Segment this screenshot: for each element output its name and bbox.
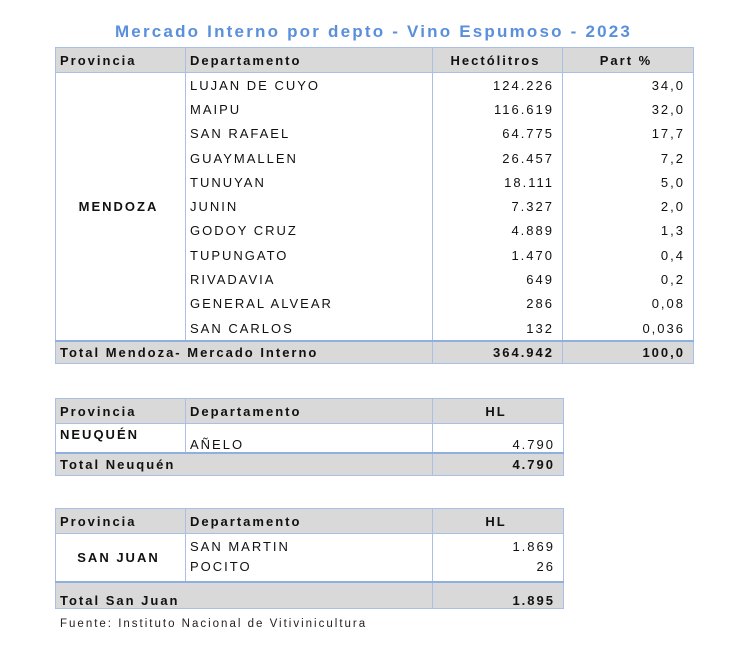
table-row: MAIPU 116.619 32,0: [56, 97, 694, 122]
col-header-hectolitros: Hectólitros: [432, 47, 563, 73]
hl-value: 1.869: [512, 539, 555, 555]
departamento: JUNIN: [185, 194, 433, 219]
departamento: SAN CARLOS: [185, 315, 433, 342]
part-value: 2,0: [562, 194, 694, 219]
col-header-provincia: Provincia: [55, 508, 186, 534]
departamento: GENERAL ALVEAR: [185, 291, 433, 316]
part-value: 0,036: [562, 315, 694, 342]
header-row: Provincia Departamento Hectólitros Part …: [55, 47, 694, 73]
part-value: 7,2: [562, 145, 694, 171]
page-title: Mercado Interno por depto - Vino Espumos…: [114, 22, 633, 41]
mendoza-table: Provincia Departamento Hectólitros Part …: [55, 47, 694, 365]
part-value: 0,08: [562, 291, 694, 316]
province-name: MENDOZA: [55, 72, 186, 342]
hl-value: 26.457: [432, 145, 563, 171]
table-row: SAN RAFAEL 64.775 17,7: [56, 121, 694, 146]
part-value: 0,2: [562, 267, 694, 292]
neuquen-table: Provincia Departamento HL NEUQUÉN AÑELO …: [55, 398, 564, 476]
hl-value: 64.775: [432, 121, 563, 146]
total-label: Total San Juan: [55, 580, 433, 609]
hl-value: 124.226: [432, 72, 563, 98]
total-row: Total Mendoza- Mercado Interno 364.942 1…: [55, 340, 694, 365]
table-row: MENDOZA LUJAN DE CUYO 124.226 34,0: [55, 72, 694, 342]
departamento: POCITO: [190, 559, 252, 575]
hl-value: 4.790: [432, 423, 564, 453]
part-value: 32,0: [562, 97, 694, 122]
part-value: 17,7: [562, 121, 694, 146]
table-row: SAN CARLOS 132 0,036: [56, 315, 694, 342]
hl-value: 26: [536, 559, 555, 575]
col-header-hl: HL: [432, 398, 564, 424]
col-header-provincia: Provincia: [55, 398, 186, 424]
total-row: Total Neuquén 4.790: [55, 451, 564, 476]
col-header-part: Part %: [562, 47, 694, 73]
total-hl: 1.895: [432, 580, 564, 609]
col-header-departamento: Departamento: [185, 47, 433, 73]
departamento: TUNUYAN: [185, 170, 433, 195]
departamento: SAN MARTIN: [190, 539, 290, 555]
hl-list: 1.869 26: [432, 533, 564, 582]
part-value: 5,0: [562, 170, 694, 195]
part-value: 1,3: [562, 218, 694, 244]
departamento: SAN RAFAEL: [185, 121, 433, 146]
departamento: TUPUNGATO: [185, 243, 433, 268]
total-row: Total San Juan 1.895: [55, 580, 564, 609]
hl-value: 7.327: [432, 194, 563, 219]
table-row: TUPUNGATO 1.470 0,4: [56, 243, 694, 268]
departamento: GUAYMALLEN: [185, 145, 433, 171]
hl-value: 18.111: [432, 170, 563, 195]
total-label: Total Mendoza- Mercado Interno: [55, 340, 433, 365]
departamento: AÑELO: [185, 423, 433, 453]
province-name: SAN JUAN: [55, 533, 186, 582]
hl-value: 132: [432, 315, 563, 342]
table-row: TUNUYAN 18.111 5,0: [56, 170, 694, 195]
total-hl: 364.942: [432, 340, 563, 365]
table-row: SAN JUAN SAN MARTIN POCITO 1.869 26: [55, 533, 564, 582]
part-value: 34,0: [562, 72, 694, 98]
col-header-departamento: Departamento: [185, 508, 433, 534]
table-row: GUAYMALLEN 26.457 7,2: [56, 145, 694, 171]
total-part: 100,0: [562, 340, 694, 365]
hl-value: 4.889: [432, 218, 563, 244]
col-header-hl: HL: [432, 508, 564, 534]
header-row: Provincia Departamento HL: [55, 508, 564, 534]
total-label: Total Neuquén: [55, 451, 433, 476]
departamento: RIVADAVIA: [185, 267, 433, 292]
table-row: GENERAL ALVEAR 286 0,08: [56, 291, 694, 316]
table-row: RIVADAVIA 649 0,2: [56, 267, 694, 292]
part-value: 0,4: [562, 243, 694, 268]
source-note: Fuente: Instituto Nacional de Vitivinicu…: [60, 618, 368, 630]
departamento: LUJAN DE CUYO: [185, 72, 433, 98]
table-row: GODOY CRUZ 4.889 1,3: [56, 218, 694, 244]
hl-value: 1.470: [432, 243, 563, 268]
departamento: MAIPU: [185, 97, 433, 122]
departamento-list: SAN MARTIN POCITO: [185, 533, 433, 582]
sanjuan-table: Provincia Departamento HL SAN JUAN SAN M…: [55, 508, 564, 609]
hl-value: 286: [432, 291, 563, 316]
hl-value: 116.619: [432, 97, 563, 122]
table-row: JUNIN 7.327 2,0: [56, 194, 694, 219]
col-header-provincia: Provincia: [55, 47, 186, 73]
table-row: NEUQUÉN AÑELO 4.790: [55, 423, 564, 453]
col-header-departamento: Departamento: [185, 398, 433, 424]
total-hl: 4.790: [432, 451, 564, 476]
header-row: Provincia Departamento HL: [55, 398, 564, 424]
hl-value: 649: [432, 267, 563, 292]
departamento: GODOY CRUZ: [185, 218, 433, 244]
province-name: NEUQUÉN: [55, 423, 186, 453]
